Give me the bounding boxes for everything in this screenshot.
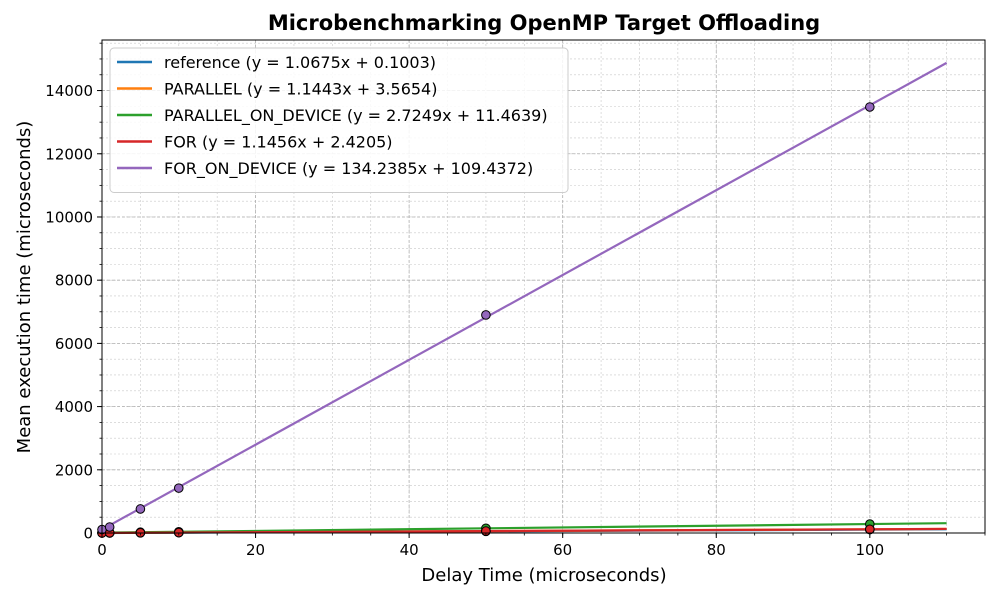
fit-line [101, 61, 948, 531]
x-tick-label: 60 [553, 541, 572, 559]
data-point [173, 483, 184, 493]
legend: reference (y = 1.0675x + 0.1003) PARALLEL… [109, 47, 569, 193]
y-tick-label: 2000 [55, 461, 93, 479]
legend-label: FOR (y = 1.1456x + 2.4205) [164, 133, 393, 152]
legend-label: reference (y = 1.0675x + 0.1003) [164, 53, 436, 72]
legend-box [109, 47, 569, 193]
fit-line [101, 527, 947, 535]
x-tick-label: 0 [97, 541, 107, 559]
x-tick-label: 40 [400, 541, 419, 559]
data-point [104, 522, 115, 532]
fit-lines [101, 61, 948, 535]
y-tick-label: 4000 [55, 398, 93, 416]
legend-label: FOR_ON_DEVICE (y = 134.2385x + 109.4372) [164, 159, 533, 179]
tick-labels: 0 20 40 60 80 100 0 2000 4000 6000 8000 10000 12000 1… [45, 82, 884, 559]
y-tick-label: 14000 [45, 82, 93, 100]
data-point [865, 102, 875, 112]
data-point [135, 504, 146, 514]
chart-title: Microbenchmarking OpenMP Target Offloadi… [268, 11, 820, 35]
data-point [865, 524, 875, 535]
x-tick-label: 20 [246, 541, 265, 559]
y-tick-label: 6000 [55, 335, 93, 353]
y-axis-label: Mean execution time (microseconds) [14, 121, 35, 454]
legend-label: PARALLEL (y = 1.1443x + 3.5654) [164, 80, 437, 99]
fit-line [101, 522, 947, 534]
axis-ticks [97, 42, 986, 538]
x-axis-label: Delay Time (microseconds) [421, 565, 666, 586]
legend-label: PARALLEL_ON_DEVICE (y = 2.7249x + 11.463… [164, 106, 548, 126]
y-tick-label: 8000 [55, 272, 93, 290]
x-tick-label: 100 [856, 541, 885, 559]
y-tick-label: 10000 [45, 208, 93, 226]
plot-frame [101, 39, 986, 534]
y-tick-label: 0 [83, 525, 93, 543]
data-point [481, 310, 491, 320]
y-tick-label: 12000 [45, 145, 93, 163]
x-tick-label: 80 [707, 541, 726, 559]
